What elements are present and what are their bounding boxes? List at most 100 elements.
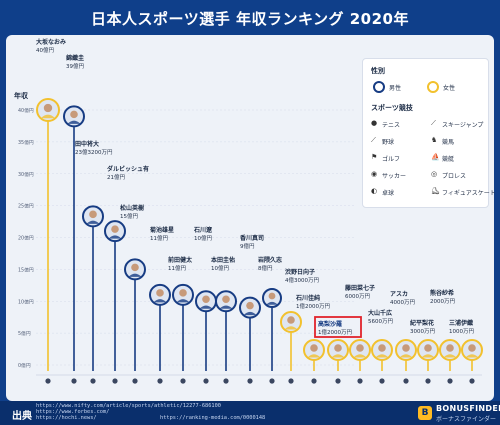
figure-skating-icon: ⛸ — [431, 187, 440, 195]
athlete-income-label: 5600万円 — [368, 318, 393, 325]
golf-icon — [203, 378, 209, 384]
athlete-name-label: 大坂なおみ — [36, 38, 66, 46]
y-tick-label: 40億円 — [18, 107, 34, 114]
athlete-income-label: 39億円 — [66, 62, 84, 70]
athlete-shoulders — [331, 354, 345, 358]
source-url-1: https://www.nifty.com/article/sports/ath… — [36, 403, 221, 409]
golf-icon — [288, 378, 294, 384]
tennis-icon — [45, 378, 51, 384]
baseball-icon — [269, 378, 275, 384]
legend-sport-label: 野球 — [382, 139, 395, 146]
y-tick-label: 25億円 — [18, 203, 34, 210]
athlete-income-label: 4億3000万円 — [285, 276, 319, 284]
athlete-income-label: 40億円 — [36, 46, 54, 54]
y-tick-label: 30億円 — [18, 171, 34, 178]
y-axis-label: 年収 — [14, 91, 29, 100]
brand-subtitle: ボーナスファインダー — [436, 416, 497, 423]
athlete-name-label: 石川遼 — [193, 226, 213, 234]
athlete-income-label: 2000万円 — [430, 298, 455, 305]
athlete-face — [131, 263, 139, 272]
athlete-income-label: 3000万円 — [410, 328, 435, 335]
athlete-face — [334, 344, 342, 352]
y-tick-label: 0億円 — [18, 362, 31, 369]
athlete-income-label: 11億円 — [150, 234, 168, 242]
athlete-face — [287, 316, 295, 324]
athlete-shoulders — [465, 354, 479, 358]
athlete-income-label: 9億円 — [240, 242, 255, 250]
soccer-icon — [247, 378, 253, 384]
soccer-icon: ◉ — [371, 170, 378, 178]
athlete-income-label: 15億円 — [120, 212, 138, 220]
athlete-face — [424, 344, 432, 352]
athlete-name-label: 三浦伊織 — [449, 319, 473, 327]
athlete-shoulders — [243, 311, 257, 316]
baseball-icon — [157, 378, 163, 384]
athlete-face — [468, 344, 476, 352]
boat-racing-icon: ⛵ — [431, 153, 440, 161]
athlete-face — [402, 344, 410, 352]
source-url-2: https://www.forbes.com/ — [36, 409, 110, 415]
y-tick-label: 20億円 — [18, 235, 34, 242]
boat-racing-icon — [379, 378, 385, 384]
athlete-shoulders — [128, 273, 142, 277]
athlete-face — [89, 210, 97, 219]
y-tick-label: 35億円 — [18, 139, 34, 146]
athlete-shoulders — [421, 354, 435, 358]
highlight-box — [314, 316, 362, 338]
ski-jump-icon: ⟋ — [431, 119, 436, 127]
tennis-icon — [71, 378, 77, 384]
ski-jump-icon — [335, 378, 341, 384]
athlete-face — [202, 295, 210, 304]
athlete-income-label: 10億円 — [211, 264, 229, 272]
athlete-name-label: 藤田菜七子 — [344, 284, 375, 292]
athlete-name-label: 高梨沙羅 — [318, 320, 342, 328]
athlete-face — [356, 344, 364, 352]
athlete-name-label: 錦織圭 — [66, 54, 84, 62]
athlete-face — [378, 344, 386, 352]
athlete-face — [43, 103, 53, 113]
golf-icon — [132, 378, 138, 384]
golf-icon: ⚑ — [371, 153, 378, 161]
legend-male-label: 男性 — [389, 85, 402, 92]
legend-sport-label: プロレス — [442, 173, 467, 180]
athlete-shoulders — [199, 305, 213, 309]
y-tick-label: 10億円 — [18, 298, 34, 305]
athlete-name-label: 松山英樹 — [120, 204, 144, 212]
legend-female-label: 女性 — [443, 85, 456, 92]
table-tennis-icon — [311, 378, 317, 384]
legend-sport-label: テニス — [382, 122, 401, 129]
athlete-shoulders — [353, 354, 367, 358]
pro-wrestling-icon — [403, 378, 409, 384]
soccer-icon — [447, 378, 453, 384]
brand-logo: B BONUSFINDER ボーナスファインダー — [418, 404, 500, 423]
tennis-icon: ● — [371, 119, 378, 127]
athlete-face — [268, 292, 276, 300]
athlete-income-label: 1億2000万円 — [296, 302, 330, 310]
athlete-shoulders — [153, 299, 167, 303]
legend-sport-label: スキージャンプ — [442, 122, 484, 129]
softball-icon — [469, 378, 475, 384]
athlete-face — [111, 225, 119, 233]
legend-sport-label: ゴルフ — [382, 156, 401, 163]
source-url-4: https://ranking-media.com/0000148 — [160, 415, 266, 421]
athlete-name-label: 香川真司 — [239, 234, 264, 242]
legend-sport-title: スポーツ競技 — [371, 104, 413, 112]
baseball-icon: ⟋ — [371, 136, 376, 144]
athlete-face — [70, 110, 78, 119]
athlete-income-label: 23億3200万円 — [75, 148, 113, 156]
legend: 性別 男性 女性 スポーツ競技 ● テニス ⟋ スキージャンプ ⟋ 野球 ♞ 競馬 ⚑ ゴルフ ⛵ 競… — [362, 58, 496, 208]
brand-mark-icon: B — [418, 406, 432, 420]
legend-sport-label: 競艇 — [442, 156, 455, 163]
athlete-shoulders — [176, 299, 190, 303]
athlete-income-label: 1億2000万円 — [318, 328, 352, 336]
horse-racing-icon: ♞ — [431, 136, 438, 144]
male-ring-icon — [373, 81, 385, 93]
athlete-name-label: 菊池雄星 — [149, 226, 174, 234]
figure-skating-icon — [425, 378, 431, 384]
pro-wrestling-icon: ◎ — [431, 170, 438, 178]
athlete-name-label: 前田健太 — [168, 256, 193, 264]
legend-gender-title: 性別 — [371, 67, 385, 75]
athlete-name-label: 岩隈久志 — [257, 256, 282, 264]
athlete-face — [246, 301, 254, 310]
page-title: 日本人スポーツ選手 年収ランキング 2020年 — [91, 10, 409, 28]
